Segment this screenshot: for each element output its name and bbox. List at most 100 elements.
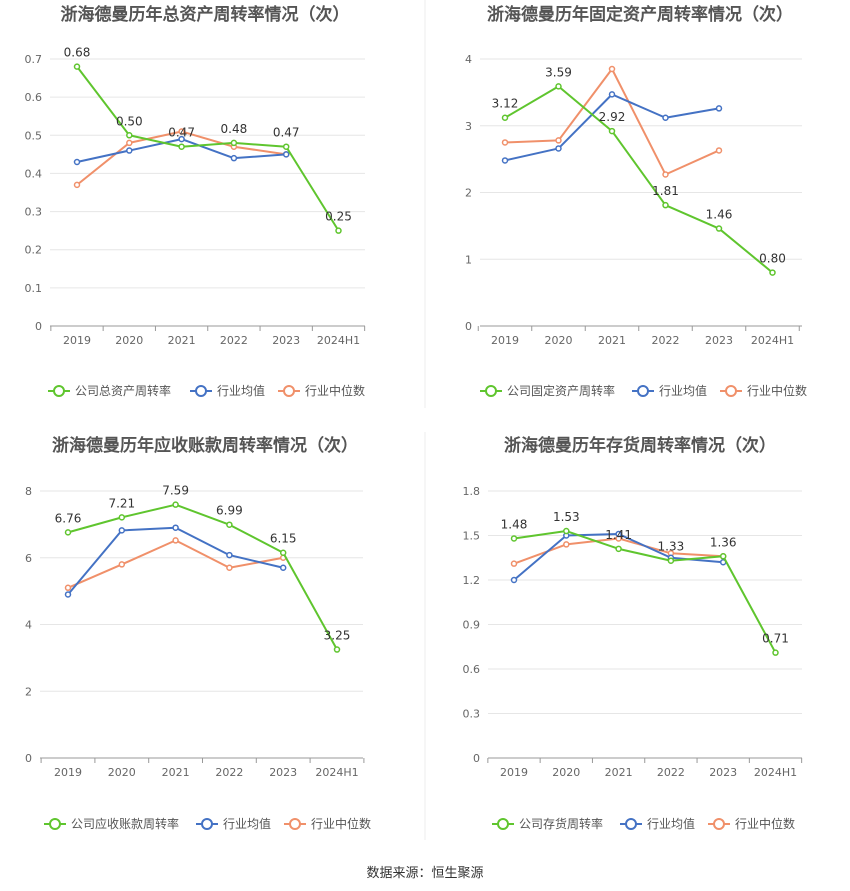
legend-label: 公司总资产周转率 xyxy=(75,383,171,398)
legend-label: 行业中位数 xyxy=(311,816,371,831)
data-label: 1.41 xyxy=(605,528,632,542)
series-point-1 xyxy=(615,530,622,538)
series-point-0 xyxy=(64,529,72,536)
data-label: 0.80 xyxy=(759,252,786,266)
series-point-0 xyxy=(510,535,518,542)
y-tick-label: 4 xyxy=(465,53,472,66)
x-tick-label: 2024H1 xyxy=(751,334,794,347)
series-point-2 xyxy=(608,65,616,73)
legend-label: 行业均值 xyxy=(647,816,695,831)
series-point-0 xyxy=(279,549,287,556)
legend-swatch-marker xyxy=(713,818,725,830)
data-label: 1.48 xyxy=(501,517,528,531)
data-label: 1.81 xyxy=(652,184,679,198)
data-label: 6.76 xyxy=(55,511,82,525)
series-line-2 xyxy=(67,539,284,589)
legend-swatch-marker xyxy=(49,818,61,830)
legend-swatch-marker xyxy=(53,385,65,397)
data-label: 0.71 xyxy=(762,632,789,646)
y-tick-label: 0.1 xyxy=(25,282,43,295)
series-point-0 xyxy=(226,521,233,528)
series-point-2 xyxy=(226,564,233,572)
series-point-1 xyxy=(501,157,509,164)
chart-title: 浙海德曼历年固定资产周转率情况（次） xyxy=(487,4,793,25)
legend-label: 行业中位数 xyxy=(747,383,807,398)
data-label: 0.68 xyxy=(64,46,91,60)
data-label: 0.47 xyxy=(168,126,195,140)
series-point-0 xyxy=(118,514,126,521)
x-tick-label: 2022 xyxy=(652,334,680,347)
data-label: 6.15 xyxy=(270,532,297,546)
x-tick-label: 2021 xyxy=(168,334,196,347)
x-tick-label: 2019 xyxy=(54,766,82,779)
series-point-0 xyxy=(772,649,779,656)
series-point-2 xyxy=(501,139,509,146)
series-point-1 xyxy=(510,576,518,584)
data-label: 3.25 xyxy=(324,629,351,643)
y-tick-label: 0 xyxy=(35,320,42,333)
series-line-0 xyxy=(513,530,777,654)
x-tick-label: 2024H1 xyxy=(315,766,358,779)
legend-label: 行业中位数 xyxy=(305,383,365,398)
y-tick-label: 0.6 xyxy=(25,91,43,104)
y-tick-label: 6 xyxy=(25,552,32,565)
series-point-0 xyxy=(719,553,727,560)
data-label: 3.59 xyxy=(545,65,572,79)
data-label: 0.25 xyxy=(325,210,352,224)
series-point-0 xyxy=(555,83,562,90)
legend-swatch-marker xyxy=(625,818,637,830)
legend-label: 公司存货周转率 xyxy=(519,816,603,831)
x-tick-label: 2024H1 xyxy=(754,766,797,779)
series-point-2 xyxy=(662,171,669,178)
series-point-1 xyxy=(715,105,723,112)
series-line-0 xyxy=(504,85,774,274)
legend-label: 行业中位数 xyxy=(735,816,795,831)
data-label: 1.53 xyxy=(553,510,580,524)
legend-label: 公司固定资产周转率 xyxy=(507,383,615,398)
y-tick-label: 3 xyxy=(465,120,472,133)
x-tick-label: 2021 xyxy=(605,766,633,779)
series-point-1 xyxy=(279,564,287,572)
series-point-2 xyxy=(64,584,72,592)
y-tick-label: 0 xyxy=(473,752,480,765)
series-point-1 xyxy=(282,151,290,158)
x-tick-label: 2022 xyxy=(220,334,248,347)
series-point-2 xyxy=(510,560,518,567)
series-point-0 xyxy=(335,227,342,234)
series-point-0 xyxy=(608,127,616,135)
data-label: 6.99 xyxy=(216,504,243,518)
series-point-0 xyxy=(615,545,622,553)
x-tick-label: 2022 xyxy=(657,766,685,779)
series-point-1 xyxy=(118,527,126,534)
y-tick-label: 0.2 xyxy=(25,244,43,257)
y-tick-label: 0.6 xyxy=(463,663,481,676)
x-tick-label: 2023 xyxy=(705,334,733,347)
x-tick-label: 2023 xyxy=(272,334,300,347)
series-point-2 xyxy=(73,181,81,189)
chart-title: 浙海德曼历年存货周转率情况（次） xyxy=(504,435,776,456)
chart-panel-2: 浙海德曼历年固定资产周转率情况（次） 0 1 2 3 4 2019 2020 2021 2022 2… xyxy=(465,4,807,398)
series-point-2 xyxy=(178,128,185,135)
series-point-1 xyxy=(172,524,179,531)
series-point-1 xyxy=(178,135,185,143)
y-tick-label: 1 xyxy=(465,253,472,266)
legend-swatch-marker xyxy=(497,818,509,830)
y-tick-label: 2 xyxy=(465,187,472,200)
legend-label: 公司应收账款周转率 xyxy=(71,816,179,831)
series-point-0 xyxy=(662,201,669,209)
series-point-2 xyxy=(118,561,126,568)
legend-swatch-marker xyxy=(725,385,737,397)
y-tick-label: 1.8 xyxy=(463,485,481,498)
series-point-2 xyxy=(126,139,133,147)
legend-swatch-marker xyxy=(201,818,213,830)
series-point-0 xyxy=(178,143,185,150)
chart-panel-1: 浙海德曼历年总资产周转率情况（次） 0 0.1 0.2 0.3 0.4 0.5 0.6 0.7 2… xyxy=(25,4,366,398)
x-tick-label: 2023 xyxy=(269,766,297,779)
data-label: 1.33 xyxy=(658,540,685,554)
series-point-0 xyxy=(715,225,723,232)
series-point-1 xyxy=(73,158,81,166)
legend-swatch-marker xyxy=(485,385,497,397)
y-tick-label: 0 xyxy=(465,320,472,333)
x-tick-label: 2020 xyxy=(108,766,136,779)
